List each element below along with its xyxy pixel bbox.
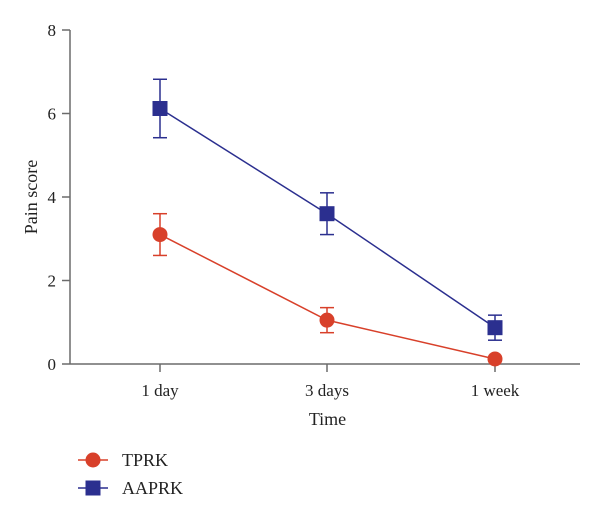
legend-marker bbox=[85, 452, 101, 468]
data-point bbox=[319, 312, 335, 328]
series-layer bbox=[152, 78, 503, 367]
x-tick-label: 3 days bbox=[305, 381, 349, 400]
legend-item-tprk: TPRK bbox=[78, 450, 168, 470]
data-point bbox=[152, 227, 168, 243]
x-ticks: 1 day 3 days 1 week bbox=[141, 364, 520, 400]
legend-label: AAPRK bbox=[122, 478, 183, 498]
x-tick-label: 1 day bbox=[141, 381, 179, 400]
legend-item-aaprk: AAPRK bbox=[78, 478, 183, 498]
data-point bbox=[152, 100, 168, 116]
y-tick-label: 6 bbox=[48, 105, 57, 124]
legend-marker bbox=[85, 480, 101, 496]
data-point bbox=[487, 320, 503, 336]
series-line-tprk bbox=[159, 233, 496, 360]
y-tick-label: 8 bbox=[48, 21, 57, 40]
legend: TPRK AAPRK bbox=[78, 450, 183, 498]
series-tprk bbox=[152, 212, 503, 367]
series-aaprk bbox=[152, 78, 503, 341]
y-tick-label: 2 bbox=[48, 272, 57, 291]
data-point bbox=[487, 351, 503, 367]
y-axis-title: Pain score bbox=[21, 160, 41, 234]
y-ticks: 0 2 4 6 8 bbox=[48, 21, 70, 374]
x-axis-title: Time bbox=[309, 409, 346, 429]
x-tick-label: 1 week bbox=[471, 381, 520, 400]
legend-label: TPRK bbox=[122, 450, 168, 470]
y-tick-label: 0 bbox=[48, 355, 57, 374]
data-point bbox=[319, 206, 335, 222]
y-tick-label: 4 bbox=[48, 188, 57, 207]
